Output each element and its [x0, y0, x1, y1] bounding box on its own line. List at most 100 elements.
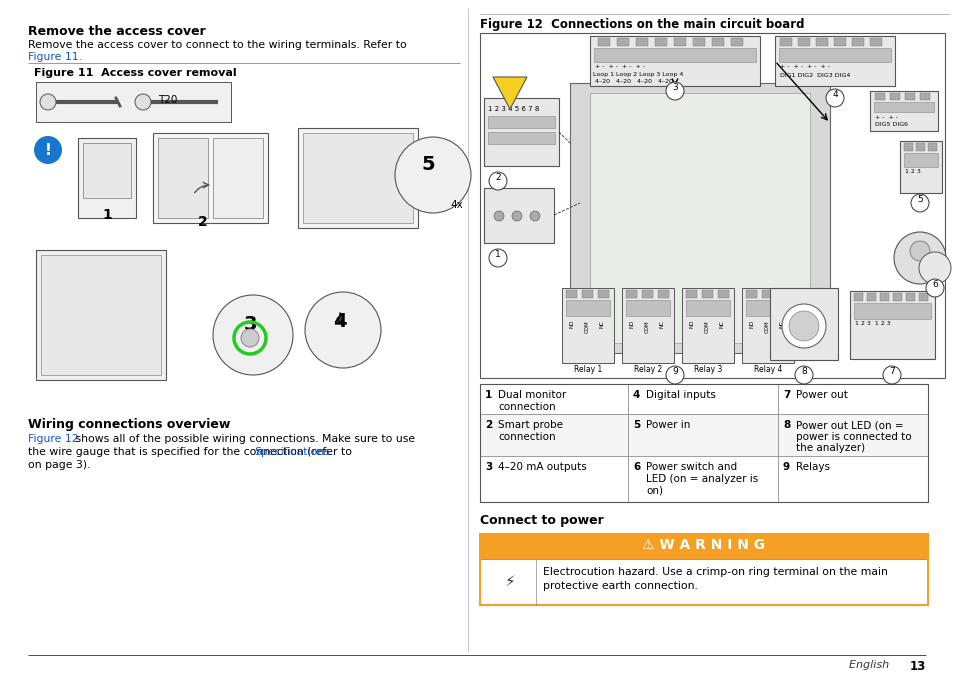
- Bar: [681, 288, 733, 363]
- Text: 13: 13: [909, 660, 925, 673]
- Bar: [904, 93, 914, 100]
- Bar: [873, 102, 933, 112]
- Bar: [641, 290, 652, 298]
- Text: Dual monitor
connection: Dual monitor connection: [497, 390, 566, 412]
- Bar: [778, 290, 788, 298]
- Text: 1: 1: [484, 390, 492, 400]
- Circle shape: [893, 232, 945, 284]
- Bar: [41, 255, 161, 375]
- Text: NO: NO: [689, 320, 695, 328]
- Bar: [598, 38, 609, 46]
- Bar: [594, 48, 755, 62]
- Bar: [797, 38, 809, 46]
- Text: COM: COM: [584, 320, 589, 332]
- Bar: [581, 290, 593, 298]
- Circle shape: [925, 279, 943, 297]
- Text: 1 2 3  1 2 3: 1 2 3 1 2 3: [854, 321, 890, 326]
- Bar: [479, 559, 927, 605]
- Text: !: !: [45, 143, 51, 158]
- Bar: [685, 300, 729, 316]
- Text: Electrocution hazard. Use a crimp-on ring terminal on the main: Electrocution hazard. Use a crimp-on rin…: [542, 567, 887, 577]
- Bar: [919, 93, 929, 100]
- Circle shape: [241, 329, 258, 347]
- Text: 8: 8: [782, 420, 789, 430]
- Bar: [701, 290, 712, 298]
- Bar: [927, 143, 936, 151]
- Bar: [673, 38, 685, 46]
- Text: 5: 5: [633, 420, 639, 430]
- Circle shape: [512, 211, 521, 221]
- Text: Loop 1 Loop 2 Loop 3 Loop 4: Loop 1 Loop 2 Loop 3 Loop 4: [593, 72, 682, 77]
- Bar: [152, 133, 268, 223]
- Text: Power out: Power out: [795, 390, 847, 400]
- Circle shape: [794, 366, 812, 384]
- Bar: [780, 38, 791, 46]
- Text: 8: 8: [801, 367, 806, 376]
- Text: Figure 12: Figure 12: [28, 434, 78, 444]
- Bar: [869, 91, 937, 131]
- Text: NC: NC: [720, 320, 724, 328]
- Text: shows all of the possible wiring connections. Make sure to use: shows all of the possible wiring connect…: [71, 434, 415, 444]
- Text: 4x: 4x: [450, 200, 462, 210]
- Bar: [892, 293, 901, 301]
- Circle shape: [34, 136, 62, 164]
- Text: NC: NC: [780, 320, 784, 328]
- Bar: [815, 38, 827, 46]
- Circle shape: [135, 94, 151, 110]
- Circle shape: [530, 211, 539, 221]
- Text: 1 2 3: 1 2 3: [904, 169, 920, 174]
- Bar: [874, 93, 884, 100]
- Bar: [879, 293, 888, 301]
- Bar: [36, 82, 231, 122]
- Text: Remove the access cover to connect to the wiring terminals. Refer to: Remove the access cover to connect to th…: [28, 40, 406, 50]
- Text: + -  + -: + - + -: [874, 115, 897, 120]
- Bar: [903, 153, 937, 167]
- Bar: [158, 138, 208, 218]
- Bar: [915, 143, 924, 151]
- Circle shape: [665, 366, 683, 384]
- Bar: [718, 290, 728, 298]
- Bar: [778, 456, 927, 502]
- Text: Relay 1: Relay 1: [574, 365, 601, 374]
- Text: NO: NO: [569, 320, 575, 328]
- Bar: [866, 293, 875, 301]
- Text: + -  + -  + -  + -: + - + - + - + -: [780, 64, 829, 69]
- Bar: [658, 290, 668, 298]
- Bar: [685, 290, 697, 298]
- Text: Connect to power: Connect to power: [479, 514, 603, 527]
- Bar: [778, 384, 927, 414]
- Bar: [598, 290, 608, 298]
- Text: 4: 4: [633, 390, 639, 400]
- Bar: [589, 93, 809, 343]
- Text: NC: NC: [599, 320, 604, 328]
- Circle shape: [489, 172, 506, 190]
- Circle shape: [489, 249, 506, 267]
- Bar: [627, 414, 778, 456]
- Text: 5: 5: [420, 155, 435, 174]
- Text: 2: 2: [484, 420, 492, 430]
- Bar: [905, 293, 914, 301]
- Bar: [569, 83, 829, 353]
- Text: 7: 7: [782, 390, 789, 400]
- Bar: [625, 300, 669, 316]
- Bar: [78, 138, 136, 218]
- Text: 2: 2: [495, 174, 500, 182]
- Text: 4–20 mA outputs: 4–20 mA outputs: [497, 462, 586, 472]
- Bar: [488, 132, 555, 144]
- Circle shape: [910, 194, 928, 212]
- Bar: [889, 93, 899, 100]
- Bar: [655, 38, 666, 46]
- Bar: [561, 288, 614, 363]
- Bar: [745, 290, 757, 298]
- Circle shape: [213, 295, 293, 375]
- Text: protective earth connection.: protective earth connection.: [542, 581, 698, 591]
- Bar: [779, 48, 890, 62]
- Bar: [213, 138, 263, 218]
- Bar: [621, 288, 673, 363]
- Bar: [778, 414, 927, 456]
- Circle shape: [781, 304, 825, 348]
- Bar: [479, 384, 627, 414]
- Text: Relays: Relays: [795, 462, 829, 472]
- Circle shape: [395, 137, 471, 213]
- Circle shape: [788, 311, 818, 341]
